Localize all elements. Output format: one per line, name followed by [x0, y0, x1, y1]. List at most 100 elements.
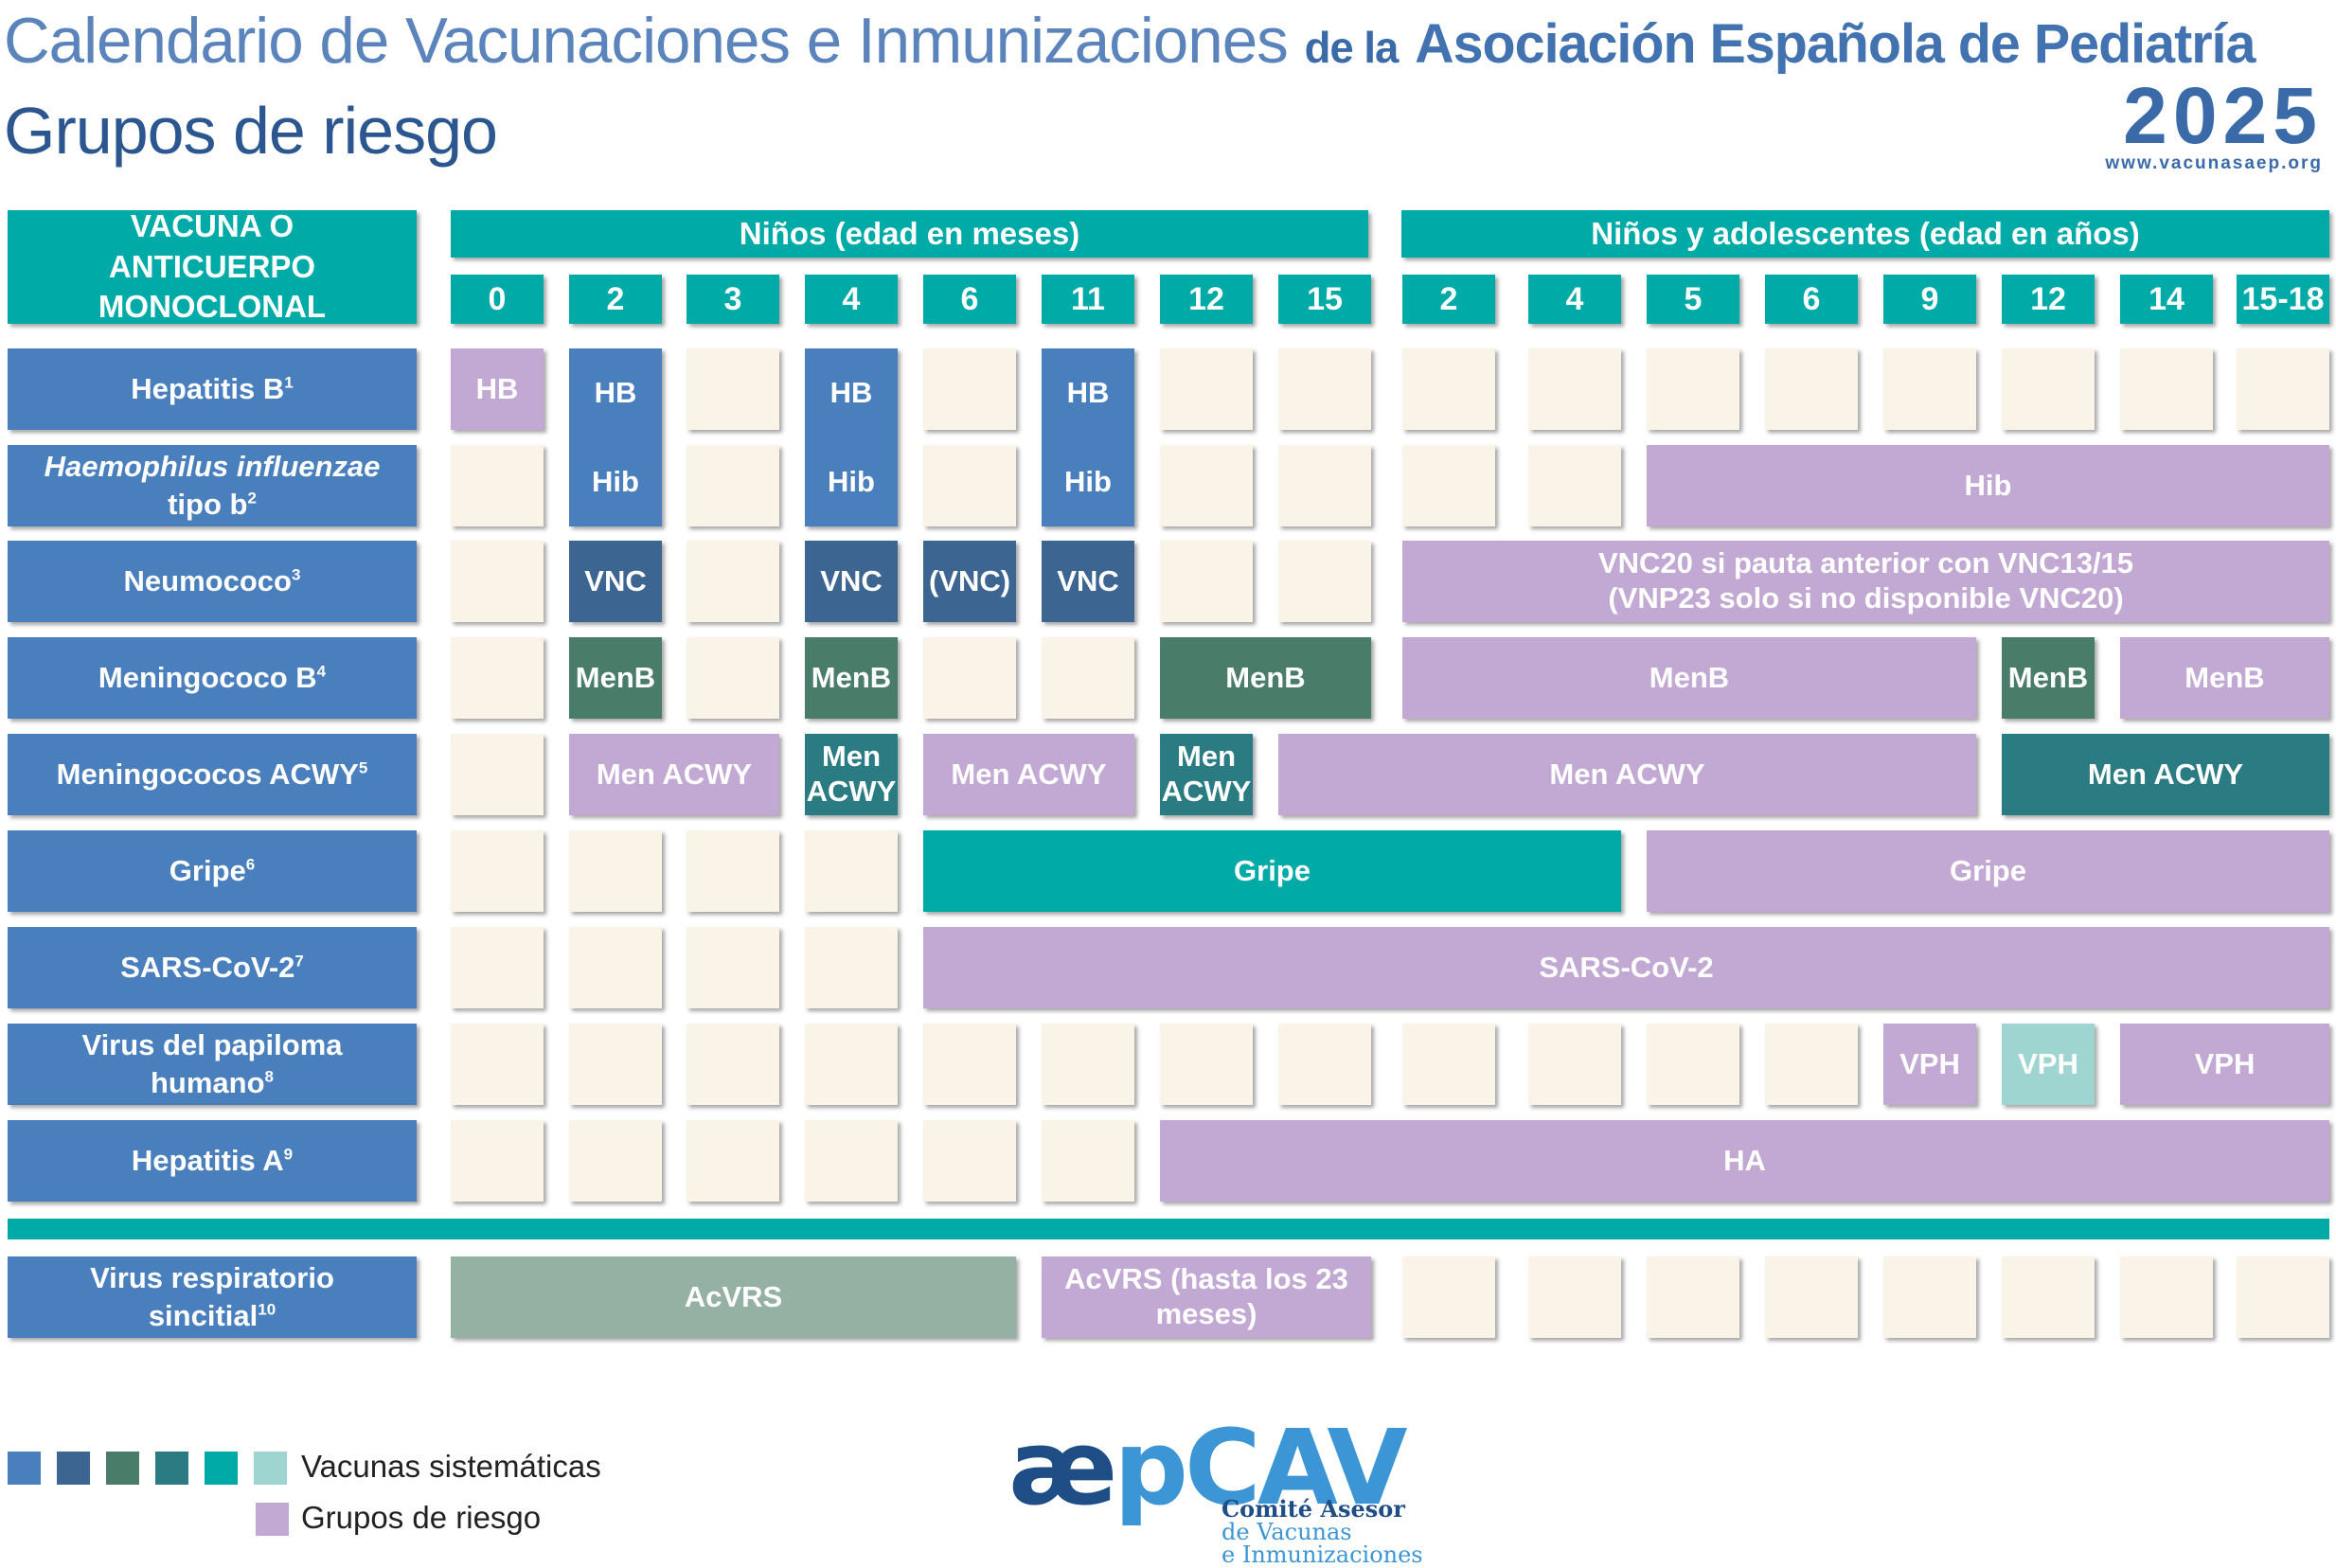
logo-subtitle: Comité Asesor de Vacunas e Inmunizacione…: [1221, 1495, 1423, 1568]
footnote-ref: 6: [245, 855, 256, 874]
row-label-main: SARS-CoV-2: [120, 951, 295, 985]
vaccine-bar: MenB: [569, 637, 662, 719]
empty-cell: [1647, 1024, 1739, 1105]
vaccine-bar: MenB: [2120, 637, 2329, 719]
vaccine-bar: HB Hib: [569, 348, 662, 526]
vaccine-bar: VPH: [2120, 1024, 2329, 1105]
vaccine-bar-text: Gripe: [1950, 854, 2026, 889]
row-label-text: Meningococos ACWY5: [57, 756, 368, 793]
title-part-b: de la: [1304, 23, 1400, 72]
vaccine-bar-text: HA: [1723, 1144, 1766, 1179]
empty-cell: [923, 637, 1016, 719]
vaccine-bar-text: MenB: [2184, 661, 2264, 696]
legend-swatch-1: [57, 1452, 90, 1485]
page-title: Calendario de Vacunaciones e Inmunizacio…: [4, 4, 2256, 78]
row-label-line1: Hepatitis B1: [131, 370, 293, 408]
logo-line3: e Inmunizaciones: [1221, 1541, 1423, 1568]
empty-cell: [687, 1120, 779, 1202]
empty-cell: [451, 830, 544, 912]
vaccine-bar-text: Men ACWY: [597, 757, 752, 793]
vaccine-bar: VNC20 si pauta anterior con VNC13/15 (VNP…: [1402, 541, 2329, 622]
empty-cell: [687, 637, 779, 719]
vaccine-bar-label: MenB: [2007, 660, 2089, 694]
age-header-8: 2: [1402, 275, 1495, 324]
logo-line1: Comité Asesor: [1221, 1495, 1405, 1523]
vaccine-bar: HA: [1160, 1120, 2329, 1202]
vaccine-bar-label-2: Hib: [1064, 464, 1112, 498]
vaccine-bar-label: HB: [829, 375, 873, 409]
empty-cell: [1528, 445, 1621, 526]
row-label-line1: Neumococo3: [124, 562, 301, 600]
vaccine-bar: (VNC): [923, 541, 1016, 622]
vaccine-bar-label-2: (VNP23 solo si no disponible VNC20): [1608, 581, 2124, 615]
footnote-ref: 2: [247, 489, 257, 508]
age-header-4: 6: [923, 275, 1016, 324]
vaccine-bar: Men ACWY: [569, 734, 779, 815]
vaccine-bar-text: Men ACWY: [951, 757, 1106, 793]
row-label-text: Haemophilus influenzae tipo b2: [45, 448, 381, 523]
vaccine-bar-label: HB: [1066, 375, 1110, 409]
vaccine-bar: VNC: [1042, 541, 1134, 622]
empty-cell: [2237, 348, 2329, 430]
vaccine-bar-text: Men ACWY: [807, 739, 897, 809]
legend-swatch-2: [106, 1452, 139, 1485]
vaccine-bar-text: SARS-CoV-2: [1539, 951, 1713, 986]
row-label-9: Virus respiratorio sincitial10: [8, 1256, 417, 1338]
vaccine-bar-label: Gripe: [1234, 853, 1311, 887]
row-label-main: Virus del papiloma: [81, 1028, 343, 1062]
vaccine-bar: MenB: [2002, 637, 2095, 719]
vaccine-bar-label: VPH: [2018, 1046, 2078, 1080]
footnote-ref: 4: [316, 662, 327, 681]
vaccine-bar-label: Men: [822, 739, 881, 774]
vaccine-bar-text: MenB: [2008, 661, 2088, 696]
empty-cell: [1042, 1024, 1134, 1105]
row-label-4: Meningococos ACWY5: [8, 734, 417, 815]
vaccine-bar-text: MenB: [811, 661, 891, 696]
year-label: 2025: [2123, 71, 2323, 160]
age-header-6: 12: [1160, 275, 1253, 324]
website-link[interactable]: www.vacunasaep.org: [2105, 153, 2323, 173]
empty-cell: [1402, 348, 1495, 430]
vaccine-bar: HB: [451, 348, 544, 430]
title-part-a: Calendario de Vacunaciones e Inmunizacio…: [4, 5, 1289, 77]
row-label-text: Hepatitis A9: [132, 1142, 293, 1180]
vaccine-bar: HB Hib: [1042, 348, 1134, 526]
footnote-ref: 3: [291, 565, 301, 584]
vaccine-bar-text: Hib: [1965, 469, 2012, 504]
empty-cell: [687, 348, 779, 430]
row-label-text: Gripe6: [169, 852, 255, 890]
vaccine-bar: Men ACWY: [805, 734, 898, 815]
vaccine-bar-label: Men ACWY: [2087, 757, 2244, 791]
vaccine-bar-label: Men ACWY: [951, 757, 1107, 791]
empty-cell: [1765, 1024, 1858, 1105]
footnote-ref: 1: [284, 373, 294, 392]
row-label-line1: Virus del papiloma: [81, 1026, 342, 1064]
row-label-main: Haemophilus influenzae: [44, 450, 381, 484]
vaccine-bar-label: Gripe: [1950, 853, 2026, 887]
row-label-line2: sincitial10: [90, 1297, 334, 1335]
age-header-13: 12: [2002, 275, 2095, 324]
empty-cell: [569, 1024, 662, 1105]
empty-cell: [923, 1120, 1016, 1202]
vaccine-bar-label-2: Hib: [828, 464, 875, 498]
vaccine-bar: VPH: [1883, 1024, 1976, 1105]
empty-cell: [569, 927, 662, 1008]
vaccine-column-header: VACUNA O ANTICUERPO MONOCLONAL: [8, 208, 417, 324]
vaccine-bar-text: VNC: [584, 564, 646, 599]
page-subtitle: Grupos de riesgo: [4, 94, 498, 168]
vaccine-bar-label: VNC20 si pauta anterior con VNC13/15: [1597, 546, 2134, 580]
empty-cell: [1160, 445, 1253, 526]
empty-cell: [569, 830, 662, 912]
empty-cell: [1528, 348, 1621, 430]
vaccine-bar-label: MenB: [575, 660, 656, 694]
empty-cell: [1160, 348, 1253, 430]
empty-cell: [451, 734, 544, 815]
footnote-ref: 9: [283, 1145, 294, 1164]
vaccine-bar-text: HB: [476, 372, 519, 407]
empty-cell: [805, 830, 898, 912]
row-label-line1: Meningococos ACWY5: [57, 756, 368, 793]
logo-line2: de Vacunas: [1221, 1519, 1352, 1545]
row-label-line1: Meningococo B4: [98, 659, 326, 697]
empty-cell: [1278, 541, 1371, 622]
vaccine-bar: AcVRS: [451, 1256, 1016, 1338]
